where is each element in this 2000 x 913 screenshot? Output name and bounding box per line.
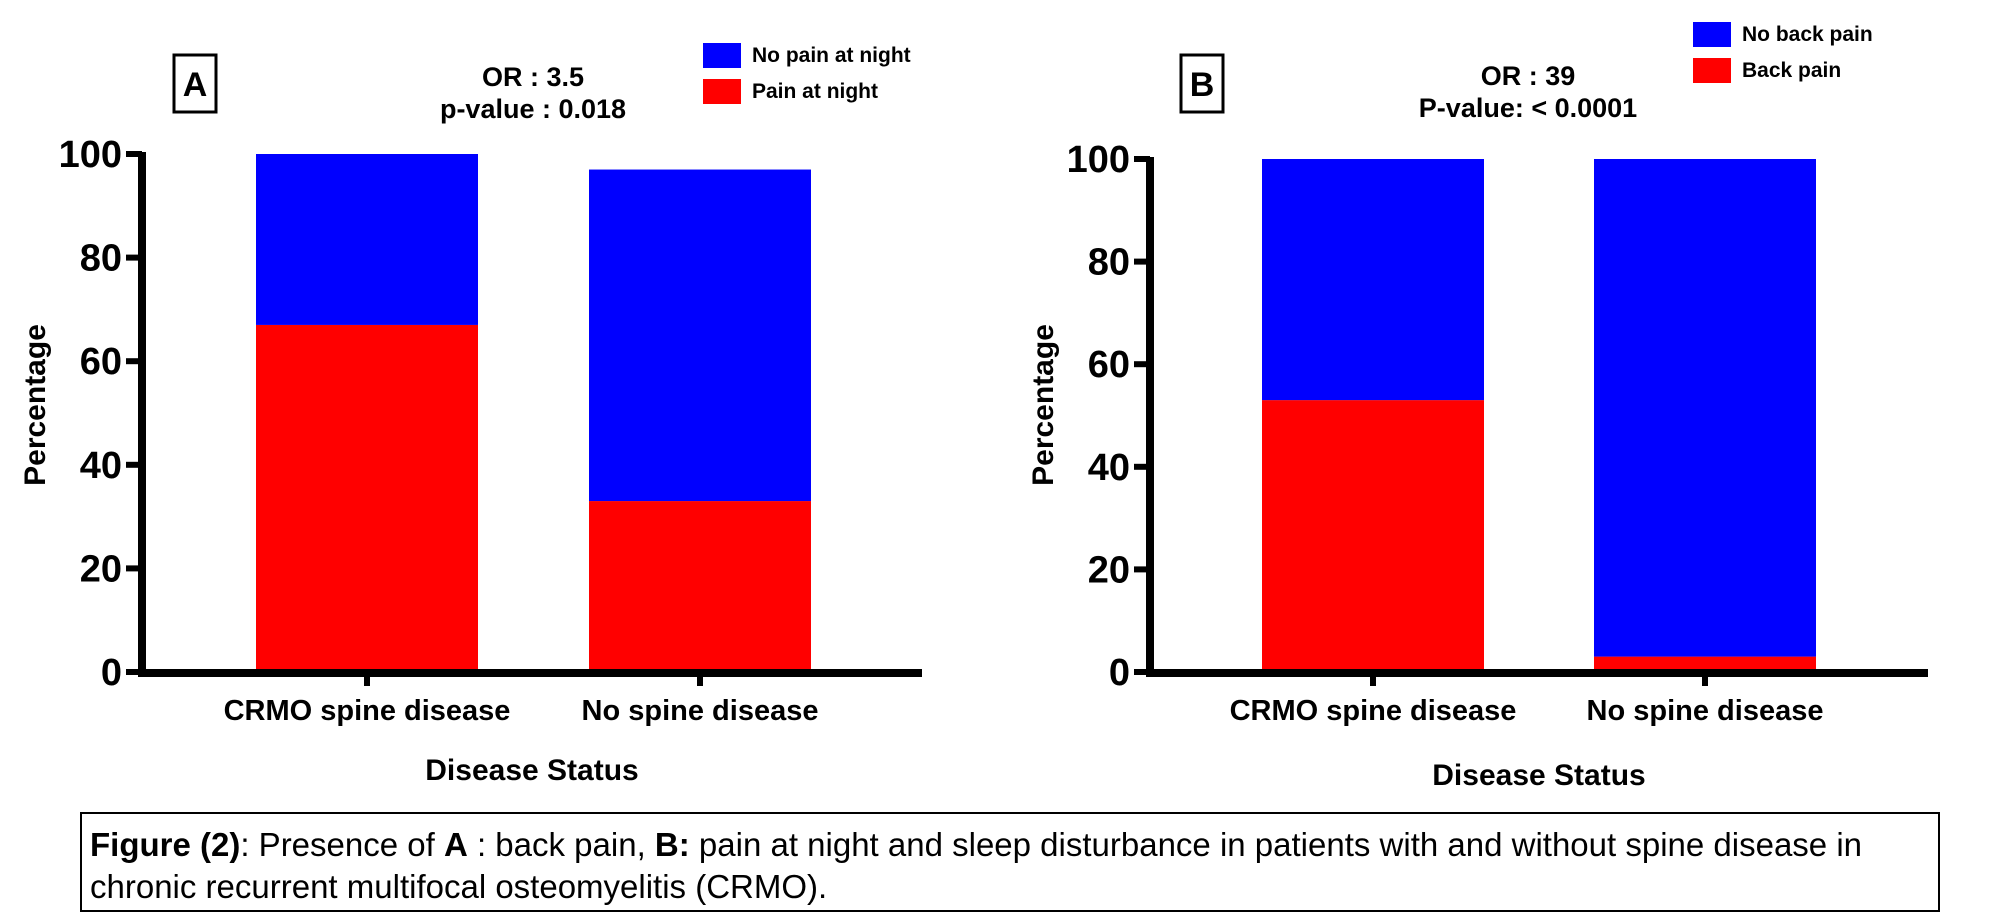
bar-pain-at-night-1 <box>589 501 811 672</box>
p-value-label: p-value : 0.018 <box>440 94 626 124</box>
y-tick-label: 20 <box>80 548 122 590</box>
y-axis-title: Percentage <box>19 324 52 486</box>
x-axis-title: Disease Status <box>1432 759 1645 792</box>
x-axis-title: Disease Status <box>425 754 638 787</box>
bar-pain-at-night-0 <box>256 324 478 672</box>
y-tick-label: 20 <box>1088 549 1130 591</box>
bar-back-pain-0 <box>1262 400 1484 672</box>
panel-label-box <box>172 53 218 114</box>
figure-caption: Figure (2): Presence of A : back pain, B… <box>80 812 1940 912</box>
bar-no-back-pain-0 <box>1262 159 1484 401</box>
x-category-label: No spine disease <box>1587 695 1824 727</box>
y-tick-label: 40 <box>80 445 122 487</box>
bar-no-back-pain-1 <box>1594 159 1816 657</box>
x-category-label: CRMO spine disease <box>1230 695 1517 727</box>
legend-label: No back pain <box>1742 23 1873 46</box>
x-category-label: No spine disease <box>582 695 819 727</box>
odds-ratio-label: OR : 3.5 <box>482 62 584 92</box>
legend-swatch <box>1693 22 1731 47</box>
caption-text-1: : Presence of <box>240 826 444 863</box>
bar-no-pain-at-night-1 <box>589 169 811 502</box>
y-tick-label: 100 <box>1067 139 1130 181</box>
caption-panel-b-label: B: <box>654 826 690 863</box>
y-tick-label: 80 <box>1088 242 1130 284</box>
odds-ratio-label: OR : 39 <box>1481 61 1576 91</box>
legend-swatch <box>703 43 741 68</box>
legend-label: Pain at night <box>752 80 878 103</box>
panel-label: B <box>1190 66 1215 104</box>
y-tick-label: 60 <box>1088 344 1130 386</box>
legend-label: No pain at night <box>752 44 911 67</box>
y-tick-label: 40 <box>1088 447 1130 489</box>
caption-text-2: : back pain, <box>467 826 655 863</box>
x-category-label: CRMO spine disease <box>224 695 511 727</box>
bar-back-pain-1 <box>1594 656 1816 672</box>
legend-label: Back pain <box>1742 59 1841 82</box>
y-tick-label: 100 <box>59 134 122 176</box>
y-tick-label: 60 <box>80 341 122 383</box>
caption-figure-label: Figure (2) <box>90 826 241 863</box>
legend-swatch <box>703 79 741 104</box>
y-axis-title: Percentage <box>1027 324 1060 486</box>
bar-no-pain-at-night-0 <box>256 154 478 325</box>
caption-panel-a-label: A <box>443 826 468 863</box>
y-tick-label: 0 <box>1109 652 1130 694</box>
y-tick-label: 0 <box>101 652 122 694</box>
caption-text-3: pain at night and sleep disturbance in p… <box>90 826 1863 905</box>
y-tick-label: 80 <box>80 238 122 280</box>
legend-swatch <box>1693 58 1731 83</box>
panel-label-box <box>1179 53 1225 114</box>
p-value-label: P-value: < 0.0001 <box>1419 93 1637 123</box>
panel-label: A <box>183 66 208 104</box>
